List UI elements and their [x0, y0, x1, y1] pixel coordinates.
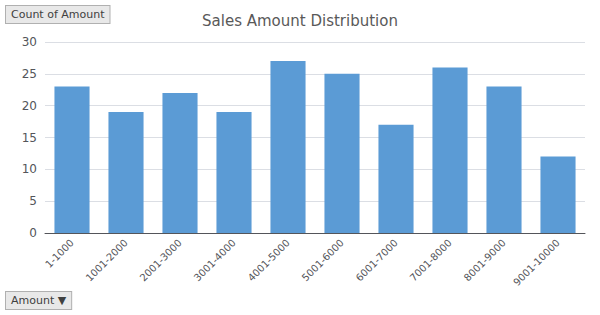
svg-text:15: 15 [22, 131, 37, 145]
svg-text:Sales Amount Distribution: Sales Amount Distribution [202, 12, 398, 30]
svg-text:25: 25 [22, 67, 37, 81]
svg-text:5001-6000: 5001-6000 [300, 237, 346, 283]
svg-text:10: 10 [22, 162, 37, 176]
svg-text:2001-3000: 2001-3000 [138, 237, 184, 283]
svg-text:30: 30 [22, 35, 37, 49]
svg-text:1-1000: 1-1000 [43, 237, 76, 270]
svg-text:0: 0 [29, 226, 37, 240]
svg-text:3001-4000: 3001-4000 [192, 237, 238, 283]
svg-text:20: 20 [22, 99, 37, 113]
svg-text:1001-2000: 1001-2000 [84, 237, 130, 283]
svg-text:Count of Amount: Count of Amount [11, 8, 105, 21]
svg-text:9001-10000: 9001-10000 [511, 237, 562, 288]
svg-text:7001-8000: 7001-8000 [408, 237, 454, 283]
svg-text:8001-9000: 8001-9000 [462, 237, 508, 283]
svg-text:5: 5 [29, 194, 37, 208]
svg-text:Amount ▼: Amount ▼ [11, 294, 67, 307]
svg-text:6001-7000: 6001-7000 [354, 237, 400, 283]
svg-text:4001-5000: 4001-5000 [246, 237, 292, 283]
